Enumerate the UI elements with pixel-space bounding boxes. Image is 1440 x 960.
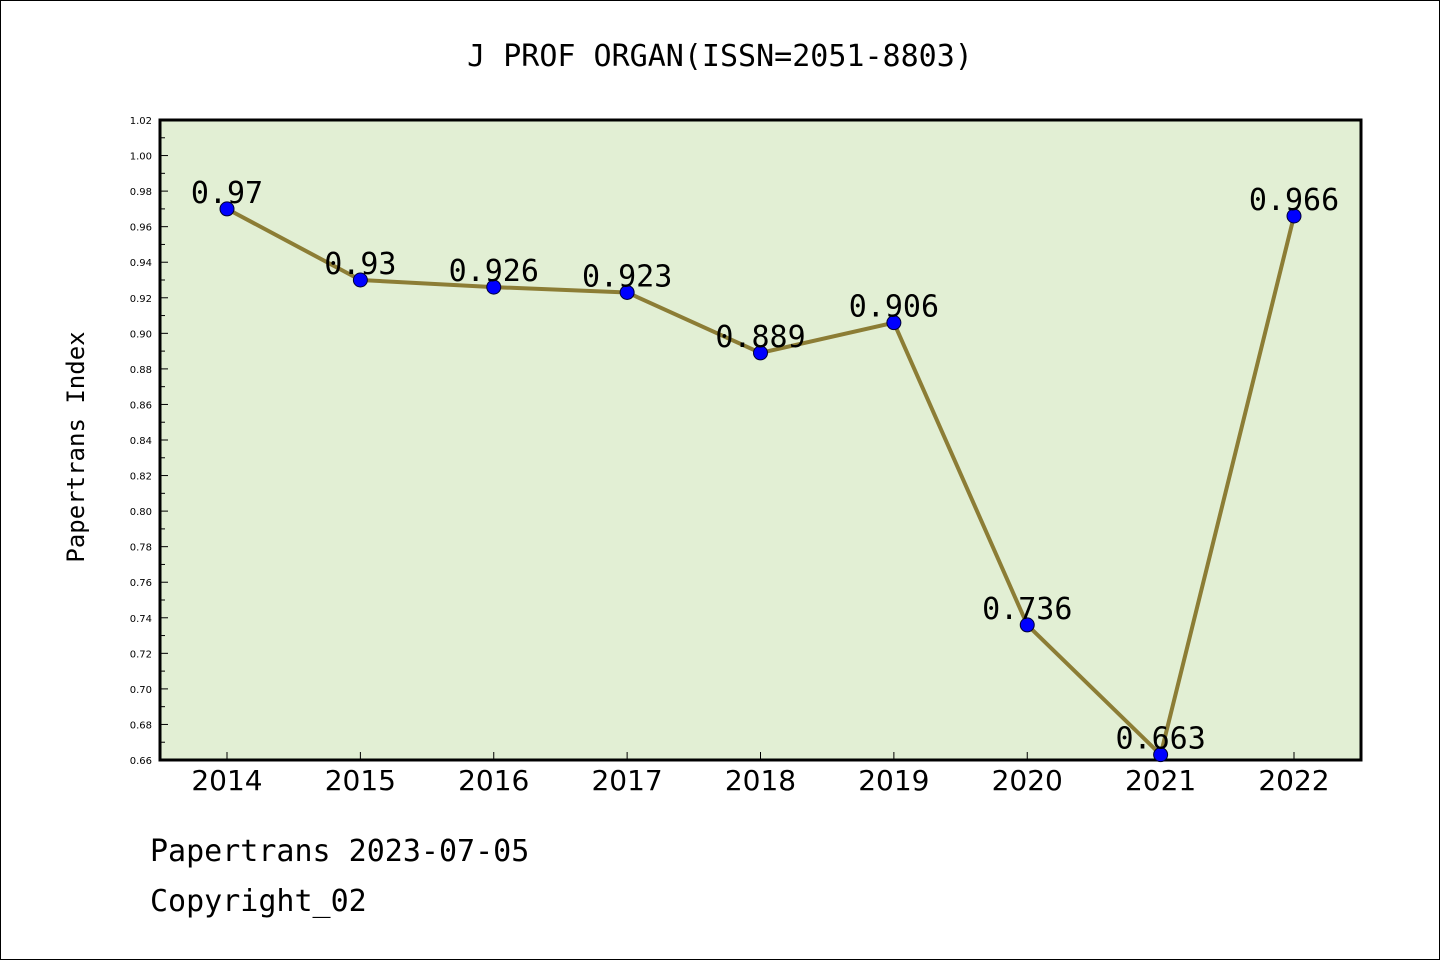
y-tick-label: 0.74 bbox=[130, 614, 152, 625]
x-tick-label: 2021 bbox=[1125, 764, 1196, 797]
data-label: 0.93 bbox=[324, 247, 396, 282]
x-tick-label: 2016 bbox=[458, 764, 529, 797]
data-label: 0.736 bbox=[982, 592, 1072, 627]
y-tick-label: 0.88 bbox=[130, 365, 152, 376]
chart-title: J PROF ORGAN(ISSN=2051-8803) bbox=[467, 39, 973, 74]
x-tick-label: 2019 bbox=[858, 764, 929, 797]
footer-copyright: Copyright_02 bbox=[150, 884, 367, 919]
y-tick-label: 0.70 bbox=[130, 685, 152, 696]
data-label: 0.906 bbox=[849, 290, 939, 325]
y-tick-label: 0.68 bbox=[130, 720, 152, 731]
y-axis-ticks: 0.66 0.68 0.70 0.72 0.74 0.76 0.78 0.80 0.82 0.84… bbox=[130, 116, 168, 767]
y-tick-label: 0.72 bbox=[130, 649, 152, 660]
y-axis-label: Papertrans Index bbox=[62, 331, 90, 562]
x-tick-label: 2018 bbox=[725, 764, 796, 797]
x-tick-label: 2017 bbox=[591, 764, 662, 797]
data-labels-group: 0.97 0.93 0.926 0.923 0.889 0.906 0.736 0.663 0.… bbox=[191, 176, 1339, 757]
y-tick-label: 0.94 bbox=[130, 258, 152, 269]
y-tick-label: 0.80 bbox=[130, 507, 152, 518]
data-point bbox=[1286, 208, 1302, 224]
plot-area bbox=[158, 118, 1363, 762]
y-tick-label: 0.90 bbox=[130, 329, 152, 340]
data-label: 0.889 bbox=[715, 320, 805, 355]
data-label: 0.966 bbox=[1249, 183, 1339, 218]
data-point bbox=[886, 315, 902, 331]
data-label: 0.923 bbox=[582, 259, 672, 294]
x-axis-ticks: 2014 2015 2016 2017 2018 2019 2020 2021 2022 bbox=[191, 752, 1330, 797]
y-tick-label: 0.78 bbox=[130, 543, 152, 554]
data-point bbox=[1153, 747, 1169, 763]
y-tick-label: 1.02 bbox=[130, 116, 152, 127]
data-label: 0.663 bbox=[1115, 722, 1205, 757]
y-tick-label: 0.92 bbox=[130, 294, 152, 305]
y-tick-label: 0.98 bbox=[130, 187, 152, 198]
data-label: 0.926 bbox=[449, 254, 539, 289]
y-tick-label: 0.66 bbox=[130, 756, 152, 767]
x-tick-label: 2014 bbox=[191, 764, 262, 797]
footer-date: Papertrans 2023-07-05 bbox=[150, 834, 530, 869]
data-point bbox=[219, 201, 235, 217]
x-tick-label: 2022 bbox=[1258, 764, 1329, 797]
data-point bbox=[486, 279, 502, 295]
y-tick-label: 0.84 bbox=[130, 436, 152, 447]
data-markers bbox=[219, 201, 1302, 763]
y-tick-label: 0.86 bbox=[130, 400, 152, 411]
data-point bbox=[753, 345, 768, 361]
data-point bbox=[1019, 617, 1035, 633]
y-tick-label: 0.82 bbox=[130, 472, 152, 483]
y-tick-label: 0.96 bbox=[130, 223, 152, 234]
data-point bbox=[352, 272, 368, 288]
data-label: 0.97 bbox=[191, 176, 263, 211]
data-point bbox=[619, 284, 635, 300]
x-tick-label: 2020 bbox=[992, 764, 1063, 797]
y-tick-label: 0.76 bbox=[130, 578, 152, 589]
y-tick-label: 1.00 bbox=[130, 152, 152, 163]
x-tick-label: 2015 bbox=[325, 764, 396, 797]
